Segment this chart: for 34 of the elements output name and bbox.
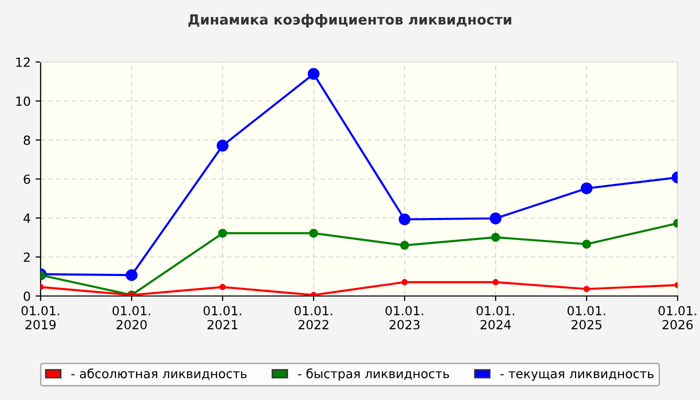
- point: [218, 228, 228, 238]
- point: [491, 232, 500, 242]
- point: [398, 213, 411, 226]
- y-tick-label: 6: [24, 174, 30, 184]
- y-tick-label: 0: [24, 291, 30, 301]
- legend-label: - абсолютная ликвидность: [71, 368, 247, 380]
- x-tick-label: 01.01. 2022: [294, 306, 332, 330]
- point: [582, 240, 592, 249]
- y-tick-label: 4: [24, 214, 30, 223]
- y-tick-label: 10: [16, 96, 30, 106]
- legend-label: - быстрая ликвидность: [298, 368, 450, 381]
- point: [401, 279, 408, 286]
- y-tick-label: 8: [24, 135, 30, 145]
- point: [309, 228, 318, 238]
- x-tick-label: 01.01. 2023: [386, 306, 424, 330]
- y-tick-label: 2: [24, 252, 30, 262]
- point: [126, 269, 138, 282]
- point: [580, 182, 593, 194]
- point: [492, 279, 499, 286]
- x-tick-label: 01.01. 2026: [658, 306, 696, 330]
- point: [583, 286, 590, 292]
- point: [400, 240, 410, 250]
- y-tick-label: 12: [16, 57, 30, 67]
- x-tick-label: 01.01. 2019: [22, 306, 60, 330]
- point: [219, 284, 226, 290]
- chart-title: Динамика коэффициентов ликвидности: [188, 14, 512, 28]
- x-tick-label: 01.01. 2021: [204, 306, 242, 330]
- x-tick-label: 01.01. 2025: [568, 306, 606, 330]
- x-tick-label: 01.01. 2024: [476, 306, 514, 330]
- point: [308, 68, 320, 80]
- point: [216, 140, 229, 152]
- legend-label: - текущая ликвидность: [500, 371, 654, 381]
- point: [490, 212, 502, 224]
- x-tick-label: 01.01. 2020: [112, 306, 150, 330]
